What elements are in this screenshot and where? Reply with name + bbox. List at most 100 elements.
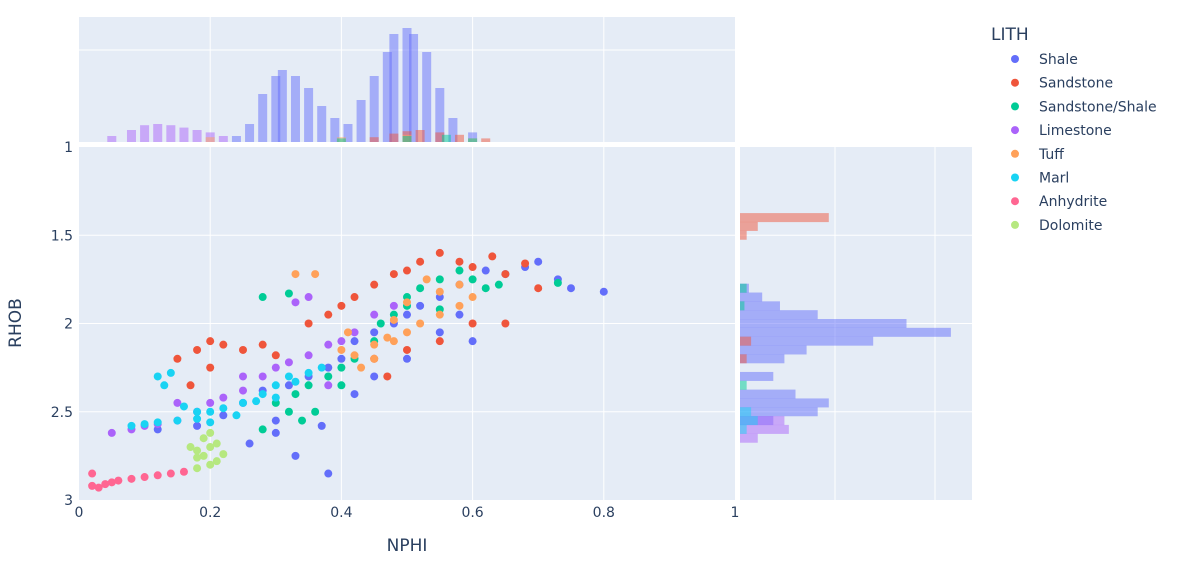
histogram-bar-x — [245, 124, 255, 142]
x-tick-label: 1 — [731, 505, 740, 521]
scatter-point-sandstone-shale — [376, 319, 385, 328]
y-tick-label: 2.5 — [51, 405, 73, 421]
scatter-point-marl — [232, 411, 241, 420]
legend-marker — [1011, 126, 1019, 135]
scatter-point-sandstone — [271, 351, 280, 360]
scatter-point-sandstone — [219, 340, 228, 349]
legend-label: Limestone — [1039, 123, 1112, 139]
scatter-point-limestone — [337, 337, 346, 346]
histogram-bar-y — [740, 416, 785, 426]
scatter-point-tuff — [350, 351, 359, 360]
histogram-bar-x — [343, 124, 353, 142]
scatter-point-anhydrite — [153, 471, 162, 480]
y-tick-label: 1 — [64, 140, 73, 156]
scatter-point-sandstone-shale — [553, 278, 562, 287]
histogram-bar-y — [740, 310, 818, 320]
scatter-point-limestone — [239, 372, 247, 381]
scatter-point-shale — [337, 354, 346, 363]
scatter-point-limestone — [206, 398, 215, 407]
scatter-point-tuff — [416, 319, 425, 328]
scatter-point-marl — [193, 414, 202, 423]
histogram-bar-y — [740, 424, 789, 434]
scatter-point-shale — [416, 301, 425, 310]
scatter-point-marl — [160, 381, 169, 390]
scatter-point-limestone — [324, 340, 333, 349]
scatter-point-anhydrite — [166, 469, 175, 478]
scatter-point-marl — [271, 393, 280, 402]
histogram-bar-x — [218, 136, 228, 142]
scatter-point-tuff — [337, 345, 346, 354]
histogram-bar-y — [740, 301, 745, 311]
histogram-bar-y — [740, 319, 907, 328]
scatter-point-limestone — [304, 351, 313, 360]
scatter-point-limestone — [239, 386, 247, 395]
histogram-bar-y — [740, 230, 747, 240]
histogram-bar-y — [740, 336, 874, 346]
histogram-bar-x — [304, 88, 314, 142]
scatter-point-sandstone — [501, 270, 510, 279]
y-tick-label: 2 — [64, 317, 73, 333]
scatter-point-limestone — [107, 428, 116, 437]
histogram-bar-x — [454, 134, 464, 142]
scatter-point-sandstone — [173, 354, 182, 363]
histogram-bar-x — [192, 130, 202, 142]
scatter-point-marl — [206, 418, 215, 427]
scatter-point-dolomite — [193, 453, 202, 462]
histogram-bar-x — [179, 127, 189, 142]
scatter-point-shale — [284, 381, 293, 390]
histogram-bar-y — [740, 213, 829, 223]
scatter-point-marl — [153, 418, 162, 427]
y-tick-label: 3 — [64, 493, 73, 509]
scatter-point-sandstone — [455, 257, 464, 266]
histogram-bar-y — [740, 407, 818, 417]
scatter-point-sandstone — [258, 340, 267, 349]
scatter-point-anhydrite — [140, 473, 149, 482]
histogram-bar-x — [140, 125, 150, 142]
scatter-point-tuff — [389, 337, 398, 346]
histogram-bar-y — [740, 354, 747, 364]
scatter-point-sandstone — [468, 319, 477, 328]
scatter-point-anhydrite — [179, 467, 188, 476]
scatter-point-sandstone — [435, 248, 444, 257]
scatter-point-marl — [173, 416, 182, 425]
scatter-point-tuff — [455, 301, 464, 310]
histogram-bar-x — [389, 34, 399, 142]
scatter-point-sandstone — [239, 345, 247, 354]
scatter-point-sandstone-shale — [337, 381, 346, 390]
legend-marker — [1011, 78, 1019, 87]
histogram-bar-x — [290, 76, 300, 142]
scatter-point-shale — [599, 287, 608, 296]
scatter-point-shale — [350, 337, 359, 346]
histogram-bar-y — [740, 424, 747, 434]
histogram-bar-x — [107, 136, 117, 142]
scatter-point-sandstone — [416, 257, 425, 266]
histogram-bar-y — [740, 292, 763, 302]
scatter-point-shale — [317, 421, 326, 430]
scatter-point-tuff — [370, 354, 379, 363]
legend-marker — [1011, 55, 1019, 63]
histogram-bar-y — [740, 433, 758, 443]
scatter-point-marl — [252, 397, 261, 406]
histogram-bar-x — [369, 137, 379, 142]
scatter-point-sandstone — [468, 263, 477, 272]
scatter-point-sandstone-shale — [304, 381, 313, 390]
scatter-point-sandstone-shale — [258, 425, 267, 434]
histogram-bar-y — [740, 398, 829, 408]
histogram-bar-x — [415, 130, 425, 142]
scatter-point-shale — [455, 310, 464, 319]
scatter-point-anhydrite — [101, 480, 110, 489]
scatter-point-marl — [179, 402, 188, 411]
scatter-point-sandstone — [403, 345, 411, 354]
histogram-bar-x — [481, 138, 491, 142]
scatter-point-sandstone — [304, 319, 313, 328]
histogram-bar-x — [435, 132, 445, 142]
scatter-point-marl — [166, 368, 175, 377]
y-tick-label: 1.5 — [51, 228, 73, 244]
histogram-bar-y — [740, 327, 951, 337]
scatter-point-sandstone-shale — [291, 390, 300, 399]
scatter-point-dolomite — [219, 450, 228, 459]
scatter-point-tuff — [357, 363, 366, 372]
scatter-point-marl — [193, 407, 202, 416]
histogram-bar-x — [468, 138, 478, 142]
